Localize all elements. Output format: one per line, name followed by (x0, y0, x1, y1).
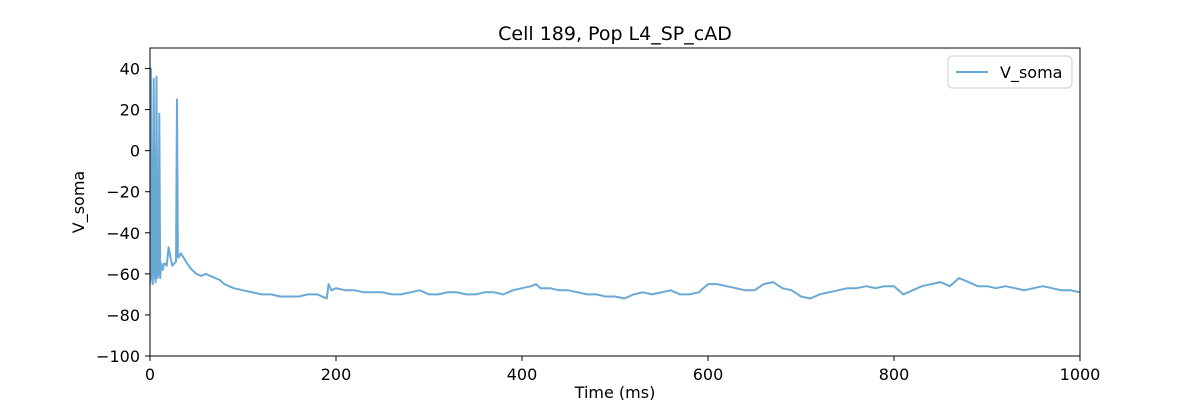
x-tick-label: 600 (693, 365, 724, 384)
y-tick-label: −80 (106, 306, 140, 325)
series-line-v-soma (150, 67, 1080, 300)
x-axis: 0 200 400 600 800 1000 (145, 356, 1100, 384)
x-tick-label: 800 (879, 365, 910, 384)
x-tick-label: 0 (145, 365, 155, 384)
y-tick-label: −20 (106, 183, 140, 202)
x-tick-label: 1000 (1060, 365, 1101, 384)
y-axis: −100 −80 −60 −40 −20 0 20 40 (96, 60, 150, 366)
y-tick-label: −60 (106, 265, 140, 284)
x-tick-label: 400 (507, 365, 538, 384)
legend-box (947, 55, 1073, 89)
y-tick-label: −40 (106, 224, 140, 243)
x-tick-label: 200 (321, 365, 352, 384)
y-axis-label: V_soma (69, 171, 89, 233)
y-tick-label: −100 (96, 347, 140, 366)
y-tick-label: 40 (120, 60, 140, 79)
plot-frame (149, 47, 1081, 357)
y-tick-label: 20 (120, 101, 140, 120)
y-tick-label: 0 (130, 142, 140, 161)
x-axis-label: Time (ms) (574, 383, 656, 400)
legend-entry-label: V_soma (1000, 63, 1062, 83)
series-layer (150, 67, 1080, 300)
chart-title: Cell 189, Pop L4_SP_cAD (498, 23, 732, 45)
legend: V_soma (947, 55, 1073, 89)
